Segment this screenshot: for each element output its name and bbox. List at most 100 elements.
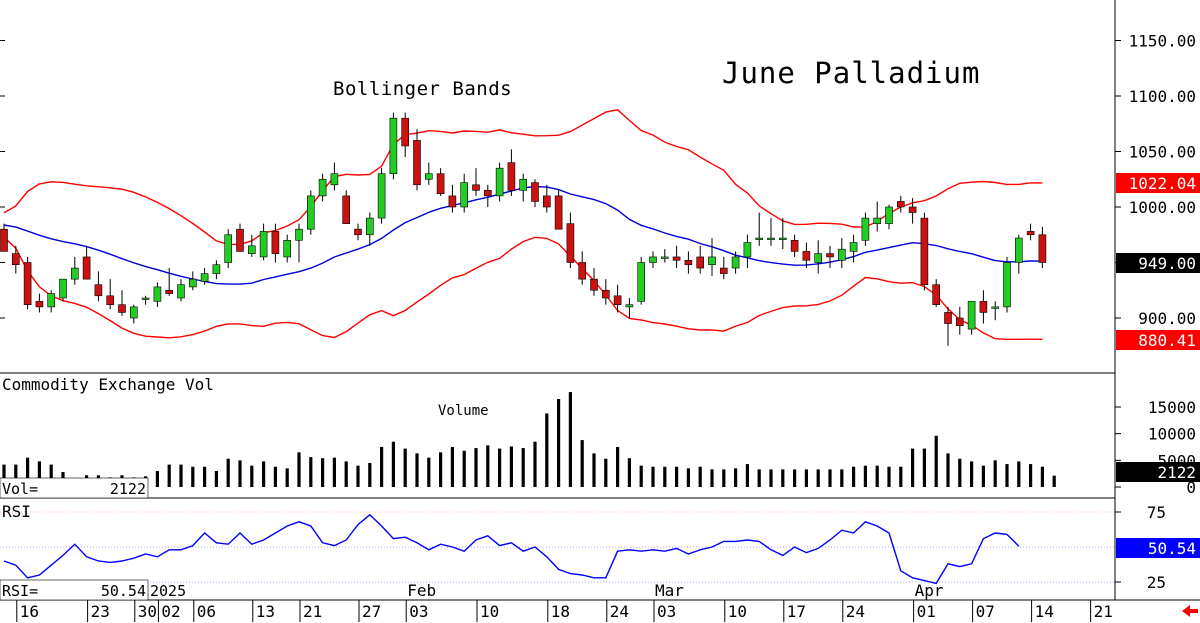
volume-bar	[238, 460, 242, 487]
volume-bar	[521, 448, 525, 487]
candle-body	[519, 178, 528, 191]
candle-body	[448, 195, 457, 208]
candle	[625, 298, 634, 318]
last-close-badge-text: 949.00	[1138, 254, 1196, 273]
volume-bar	[781, 469, 785, 487]
volume-bar	[1052, 475, 1056, 487]
candle	[424, 162, 433, 185]
candle-body	[932, 284, 941, 305]
volume-bar	[745, 464, 749, 487]
rsi-readout-label: RSI=	[2, 582, 38, 600]
candle	[814, 240, 823, 274]
x-tick-label: 17	[787, 602, 806, 621]
candle	[767, 218, 775, 246]
volume-bar	[297, 452, 301, 487]
candle	[719, 256, 728, 280]
candle	[354, 223, 362, 241]
candle-body	[212, 264, 221, 274]
volume-bar	[356, 465, 360, 487]
candle-body	[118, 304, 126, 313]
candle-body	[424, 173, 433, 180]
volume-bar	[191, 466, 195, 487]
volume-bar	[863, 465, 867, 487]
candle-body	[436, 173, 445, 194]
candle-body	[837, 248, 846, 261]
candle-body	[672, 256, 681, 261]
x-month-label: Apr	[915, 581, 944, 600]
volume-bar	[698, 466, 702, 487]
candle	[141, 295, 150, 305]
candle	[991, 301, 1000, 321]
candle	[0, 223, 8, 252]
candle-body	[731, 256, 740, 269]
candle-body	[743, 242, 752, 258]
candle	[436, 168, 445, 196]
candle	[377, 168, 386, 224]
x-tick-label: 10	[728, 602, 747, 621]
volume-last-badge	[1116, 462, 1200, 482]
candle-body	[94, 284, 103, 297]
candle-body	[814, 253, 823, 263]
candle	[790, 234, 799, 257]
candle	[118, 290, 126, 316]
volume-bar	[439, 452, 443, 487]
candle-body	[719, 267, 728, 274]
panel-frames	[0, 0, 1200, 601]
candle	[389, 112, 398, 180]
candle	[236, 223, 244, 252]
rsi-panel-label: RSI	[2, 502, 31, 521]
volume-bar	[627, 458, 631, 487]
volume-bar	[722, 469, 726, 487]
volume-bar	[993, 460, 997, 487]
volume-y-tick-label: 0	[1186, 478, 1196, 497]
candle	[649, 251, 657, 269]
candle	[177, 279, 185, 302]
price-panel-label: Bollinger Bands	[333, 78, 512, 100]
candle-body	[165, 289, 173, 294]
x-tick-label: 06	[197, 602, 216, 621]
candle	[613, 284, 622, 313]
candle-body	[12, 253, 20, 266]
candle-body	[354, 228, 362, 236]
volume-bar	[875, 465, 879, 487]
candle	[82, 245, 91, 280]
candle-body	[967, 301, 976, 330]
candle-body	[1014, 237, 1023, 263]
candle	[601, 279, 610, 305]
price-y-tick-label: 1050.00	[1129, 143, 1196, 162]
volume-bar	[887, 466, 891, 487]
candle-body	[802, 251, 811, 261]
candle	[130, 304, 138, 324]
x-tick-label: 21	[1094, 602, 1113, 621]
volume-bar	[757, 469, 761, 487]
candle	[554, 190, 563, 230]
volume-bar	[250, 465, 254, 487]
candle	[542, 184, 551, 213]
x-month-label: Feb	[407, 581, 436, 600]
candle	[778, 218, 787, 250]
candle	[1014, 234, 1023, 274]
candle-body	[601, 289, 610, 299]
candle-body	[318, 178, 327, 197]
year-label: 2025	[150, 582, 186, 600]
candle	[755, 212, 764, 246]
candle-body	[189, 278, 197, 288]
volume-bar	[639, 465, 643, 487]
candle-body	[306, 195, 315, 230]
volume-bar	[321, 458, 325, 487]
candle	[826, 245, 834, 269]
candle	[153, 282, 162, 307]
candle	[1003, 256, 1011, 313]
volume-bar	[380, 447, 384, 487]
volume-y-tick-label: 10000	[1148, 425, 1196, 444]
candle-body	[578, 262, 587, 280]
volume-bar	[285, 468, 289, 487]
scroll-left-arrow-icon[interactable]	[1182, 605, 1198, 617]
volume-bar	[203, 466, 207, 487]
volume-bar	[651, 466, 655, 487]
candle	[967, 301, 976, 335]
candle-body	[259, 231, 268, 258]
candle-body	[59, 278, 67, 299]
candle	[1026, 223, 1035, 241]
